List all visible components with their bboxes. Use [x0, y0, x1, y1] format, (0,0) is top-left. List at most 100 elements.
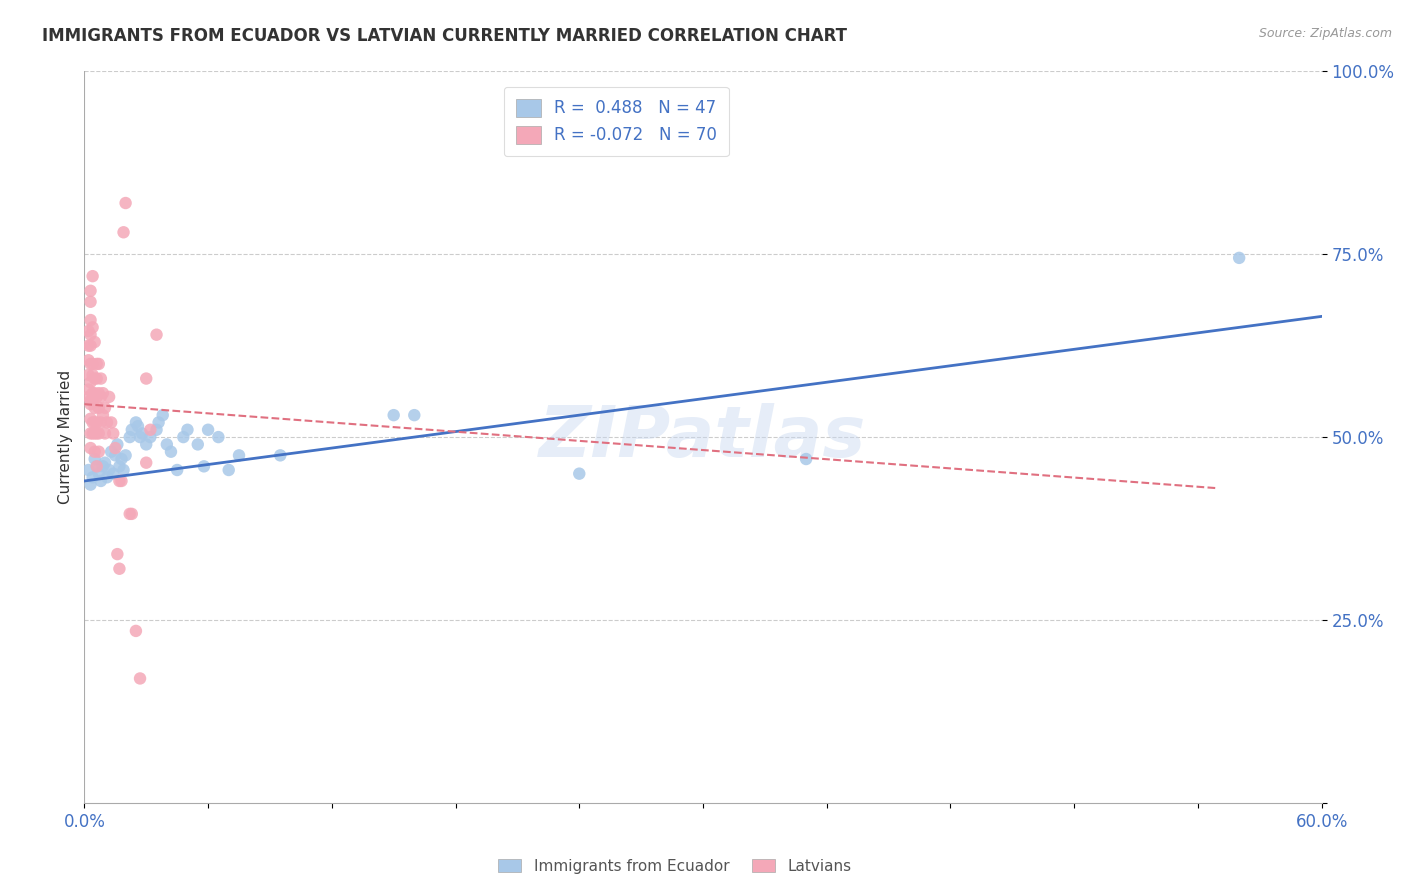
Legend: Immigrants from Ecuador, Latvians: Immigrants from Ecuador, Latvians [492, 853, 858, 880]
Point [77, 353, 100, 368]
Point [82, 368, 104, 382]
Point [79, 338, 101, 352]
Point [87, 357, 110, 371]
Point [90, 474, 112, 488]
Point [127, 419, 149, 434]
Point [82, 386, 104, 401]
Point [79, 327, 101, 342]
Point [86, 390, 108, 404]
Point [207, 430, 229, 444]
Point [87, 426, 110, 441]
Point [94, 401, 117, 415]
Point [87, 467, 110, 481]
Point [79, 426, 101, 441]
Point [794, 452, 817, 467]
Point [83, 371, 105, 385]
Point [96, 416, 118, 430]
Text: Source: ZipAtlas.com: Source: ZipAtlas.com [1258, 27, 1392, 40]
Point [112, 225, 135, 239]
Point [77, 368, 100, 382]
Point [114, 196, 136, 211]
Point [193, 459, 215, 474]
Point [82, 416, 104, 430]
Point [105, 437, 128, 451]
Point [79, 284, 101, 298]
Point [86, 371, 108, 385]
Point [79, 376, 101, 390]
Point [83, 426, 105, 441]
Point [77, 324, 100, 338]
Point [112, 463, 135, 477]
Point [83, 416, 105, 430]
Point [79, 357, 101, 371]
Point [104, 441, 127, 455]
Text: IMMIGRANTS FROM ECUADOR VS LATVIAN CURRENTLY MARRIED CORRELATION CHART: IMMIGRANTS FROM ECUADOR VS LATVIAN CURRE… [42, 27, 848, 45]
Point [145, 423, 167, 437]
Point [121, 507, 143, 521]
Point [77, 463, 100, 477]
Point [1227, 251, 1250, 265]
Legend: R =  0.488   N = 47, R = -0.072   N = 70: R = 0.488 N = 47, R = -0.072 N = 70 [505, 87, 728, 156]
Point [108, 562, 131, 576]
Point [82, 393, 104, 408]
Point [104, 448, 127, 462]
Point [125, 416, 148, 430]
Point [103, 426, 125, 441]
Point [79, 412, 101, 426]
Point [139, 423, 162, 437]
Point [79, 393, 101, 408]
Point [148, 416, 170, 430]
Point [77, 390, 100, 404]
Point [139, 430, 162, 444]
Point [91, 459, 114, 474]
Point [79, 294, 101, 309]
Point [114, 448, 136, 462]
Point [94, 426, 117, 441]
Point [382, 408, 405, 422]
Point [118, 507, 141, 521]
Point [83, 386, 105, 401]
Point [121, 423, 143, 437]
Point [98, 390, 121, 404]
Point [83, 334, 105, 349]
Point [83, 444, 105, 458]
Point [82, 269, 104, 284]
Point [100, 444, 122, 458]
Point [86, 459, 108, 474]
Point [108, 459, 131, 474]
Point [83, 401, 105, 415]
Point [86, 357, 108, 371]
Point [176, 423, 198, 437]
Point [103, 467, 125, 481]
Point [86, 416, 108, 430]
Point [110, 452, 132, 467]
Point [110, 474, 132, 488]
Point [166, 463, 188, 477]
Point [269, 448, 291, 462]
Point [129, 672, 152, 686]
Point [135, 371, 157, 385]
Text: ZIPatlas: ZIPatlas [540, 402, 866, 472]
Point [83, 452, 105, 467]
Point [87, 401, 110, 415]
Point [129, 430, 152, 444]
Point [172, 430, 194, 444]
Point [87, 386, 110, 401]
Point [197, 423, 219, 437]
Point [96, 470, 118, 484]
Point [218, 463, 240, 477]
Point [135, 456, 157, 470]
Point [79, 477, 101, 491]
Point [77, 383, 100, 397]
Point [82, 320, 104, 334]
Point [125, 624, 148, 638]
Point [82, 426, 104, 441]
Point [87, 444, 110, 458]
Point [135, 437, 157, 451]
Point [187, 437, 209, 451]
Point [77, 338, 100, 352]
Point [91, 408, 114, 422]
Point [131, 426, 153, 441]
Point [100, 416, 122, 430]
Point [90, 390, 112, 404]
